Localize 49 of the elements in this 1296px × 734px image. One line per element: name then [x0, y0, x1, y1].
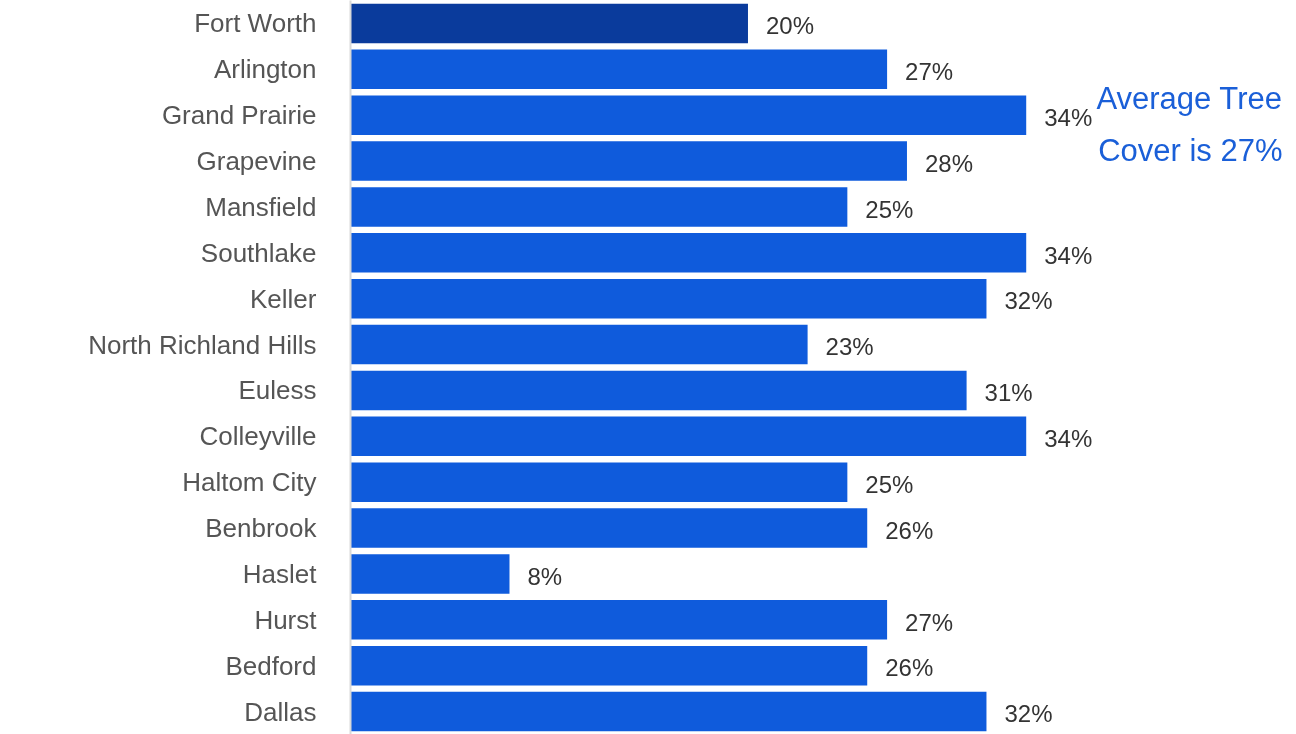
data-label: 26% [885, 516, 934, 544]
data-label: 25% [865, 195, 914, 223]
y-tick-label: Bedford [225, 650, 317, 681]
bar [350, 554, 510, 594]
bar [350, 233, 1027, 273]
y-tick-label: Haslet [242, 558, 318, 589]
data-label: 34% [1044, 103, 1093, 131]
y-tick-label: Hurst [254, 604, 318, 635]
y-tick-label: Keller [250, 283, 317, 314]
data-label: 31% [984, 379, 1033, 407]
bar [350, 691, 987, 732]
data-label: 27% [905, 58, 954, 86]
y-tick-label: Dallas [244, 696, 317, 727]
bar [350, 141, 907, 181]
y-tick-label: Benbrook [205, 513, 318, 544]
y-tick-label: Arlington [213, 54, 317, 85]
y-tick-label: Grand Prairie [161, 100, 317, 131]
data-label: 20% [765, 12, 815, 40]
y-tick-label: Euless [238, 375, 317, 406]
bar [350, 370, 967, 411]
data-label: 32% [1004, 287, 1053, 315]
y-tick-label: Colleyville [199, 421, 317, 452]
bar [350, 416, 1027, 457]
data-label: 23% [825, 333, 874, 361]
bar [350, 462, 848, 502]
text: Average Tree Cover is 27% [1096, 80, 1283, 169]
bar [350, 645, 868, 686]
bar [350, 3, 748, 44]
bar [350, 600, 888, 640]
bar [350, 324, 808, 365]
bar [350, 49, 888, 90]
data-label: 34% [1044, 425, 1093, 453]
bar [350, 95, 1027, 135]
bar [350, 508, 868, 548]
y-tick-label: North Richland Hills [88, 329, 317, 360]
data-label: 27% [905, 608, 954, 636]
y-tick-label: Grapevine [196, 146, 317, 177]
data-label: 28% [924, 149, 974, 177]
y-tick-label: Haltom City [182, 467, 317, 498]
data-label: 25% [865, 470, 914, 498]
y-tick-label: Mansfield [205, 191, 317, 222]
data-label: 26% [885, 654, 934, 682]
y-tick-label: Fort Worth [194, 8, 317, 39]
bar [350, 187, 848, 227]
data-label: 34% [1044, 241, 1093, 269]
data-label: 8% [527, 562, 563, 590]
y-tick-label: Southlake [200, 237, 317, 268]
data-label: 32% [1004, 700, 1053, 728]
bar [350, 278, 987, 319]
